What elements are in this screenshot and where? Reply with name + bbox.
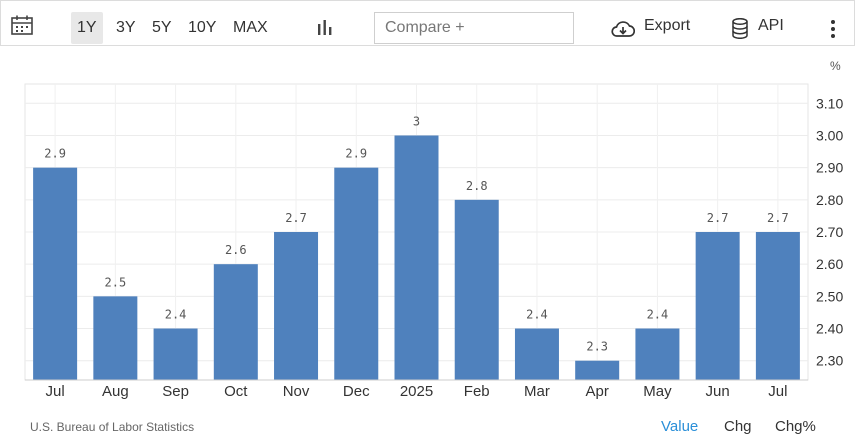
bar-chart: 2.30 2.40 2.50 2.60 2.70 2.80 2.90 3.00 3.10% 2.9… <box>24 59 843 400</box>
data-label: 3 <box>413 114 420 128</box>
bar[interactable] <box>334 167 379 380</box>
y-tick-label: 2.60 <box>816 256 843 272</box>
x-tick-label: Jul <box>768 383 787 400</box>
data-label: 2.4 <box>526 308 548 322</box>
range-3y[interactable]: 3Y <box>116 19 136 36</box>
x-tick-label: Feb <box>464 383 490 400</box>
export-button[interactable]: Export <box>644 17 691 34</box>
x-tick-label: Mar <box>524 383 550 400</box>
y-tick-label: 3.10 <box>816 95 843 111</box>
x-tick-label: Jun <box>706 383 730 400</box>
chart-toolbar: 1Y 3Y 5Y 10Y MAX Compare + Export API <box>0 0 855 46</box>
y-tick-label: 2.90 <box>816 160 843 176</box>
range-10y[interactable]: 10Y <box>188 19 217 36</box>
chg-toggle[interactable]: Chg <box>724 418 752 435</box>
bar[interactable] <box>575 360 620 380</box>
source-label: U.S. Bureau of Labor Statistics <box>30 420 195 434</box>
value-toggle[interactable]: Value <box>661 418 699 435</box>
range-1y[interactable]: 1Y <box>71 12 103 44</box>
x-tick-label: 2025 <box>400 383 433 400</box>
y-tick-label: 3.00 <box>816 127 843 143</box>
database-icon[interactable] <box>732 18 748 39</box>
bar[interactable] <box>514 328 559 380</box>
x-tick-label: Aug <box>102 383 129 400</box>
x-tick-label: Oct <box>224 383 248 400</box>
chg-percent-toggle[interactable]: Chg% <box>775 418 816 435</box>
y-tick-label: 2.50 <box>816 288 843 304</box>
calendar-icon[interactable] <box>11 15 33 35</box>
bar[interactable] <box>755 232 800 380</box>
data-label: 2.7 <box>767 211 789 225</box>
x-tick-label: Dec <box>343 383 370 400</box>
bar[interactable] <box>454 199 499 380</box>
data-label: 2.3 <box>586 340 608 354</box>
data-label: 2.4 <box>647 308 669 322</box>
x-tick-label: Apr <box>586 383 609 400</box>
data-label: 2.9 <box>44 147 66 161</box>
y-unit-label: % <box>830 59 841 73</box>
bar[interactable] <box>274 232 319 380</box>
y-tick-label: 2.80 <box>816 192 843 208</box>
y-tick-label: 2.30 <box>816 353 843 369</box>
data-label: 2.7 <box>707 211 729 225</box>
data-label: 2.6 <box>225 243 247 257</box>
range-max[interactable]: MAX <box>233 19 268 36</box>
api-button[interactable]: API <box>758 17 784 34</box>
data-label: 2.4 <box>165 308 187 322</box>
cloud-download-icon[interactable] <box>611 19 635 39</box>
data-label: 2.5 <box>105 275 127 289</box>
bar[interactable] <box>33 167 78 380</box>
data-label: 2.7 <box>285 211 307 225</box>
more-vertical-icon[interactable] <box>829 19 837 39</box>
compare-input[interactable]: Compare + <box>374 12 574 44</box>
y-tick-label: 2.70 <box>816 224 843 240</box>
x-tick-label: Nov <box>283 383 310 400</box>
x-tick-label: Sep <box>162 383 189 400</box>
bar[interactable] <box>93 296 138 380</box>
x-tick-label: Jul <box>46 383 65 400</box>
data-label: 2.8 <box>466 179 488 193</box>
range-5y[interactable]: 5Y <box>152 19 172 36</box>
bar-chart-icon[interactable] <box>316 19 334 37</box>
bar[interactable] <box>153 328 198 380</box>
bar[interactable] <box>635 328 680 380</box>
bar[interactable] <box>213 264 258 380</box>
y-tick-label: 2.40 <box>816 321 843 337</box>
bar[interactable] <box>394 135 439 380</box>
bar[interactable] <box>695 232 740 380</box>
x-tick-label: May <box>643 383 672 400</box>
data-label: 2.9 <box>345 147 367 161</box>
